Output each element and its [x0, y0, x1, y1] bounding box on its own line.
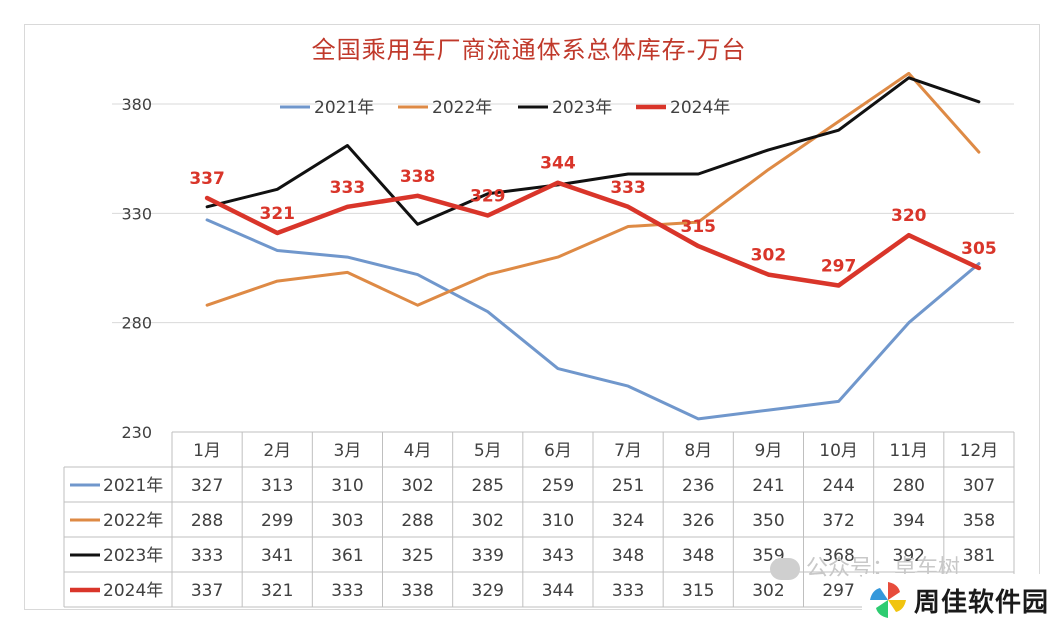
table-cell: 324	[612, 511, 644, 531]
table-cell: 310	[542, 511, 574, 531]
brand-badge: 周佳软件园	[862, 574, 1058, 622]
table-cell: 341	[261, 546, 293, 566]
table-cell: 333	[191, 546, 223, 566]
table-cell: 303	[331, 511, 363, 531]
pinwheel-logo-icon	[870, 582, 906, 618]
table-cell: 350	[752, 511, 784, 531]
table-cell: 259	[542, 476, 574, 496]
table-cell: 288	[191, 511, 223, 531]
y-tick-label: 280	[121, 314, 152, 333]
table-row-label: 2022年	[103, 511, 163, 531]
brand-name: 周佳软件园	[914, 588, 1050, 618]
chart-frame	[24, 24, 1040, 610]
legend-label: 2022年	[432, 98, 492, 118]
table-cell: 338	[401, 581, 433, 601]
table-cell: 299	[261, 511, 293, 531]
x-tick-label: 3月	[334, 441, 362, 461]
table-cell: 344	[542, 581, 574, 601]
table-cell: 236	[682, 476, 714, 496]
data-label: 315	[681, 217, 717, 237]
y-tick-label: 380	[121, 95, 152, 114]
table-cell: 302	[472, 511, 504, 531]
series-line	[204, 180, 982, 288]
y-tick-label: 330	[121, 204, 152, 223]
table-row-label: 2021年	[103, 476, 163, 496]
table-cell: 297	[822, 581, 854, 601]
data-label: 297	[821, 256, 857, 276]
table-cell: 372	[822, 511, 854, 531]
table-cell: 394	[893, 511, 925, 531]
table-row-label: 2024年	[103, 581, 163, 601]
table-cell: 307	[963, 476, 995, 496]
x-tick-label: 12月	[960, 441, 999, 461]
legend-label: 2023年	[552, 98, 612, 118]
table-cell: 337	[191, 581, 223, 601]
data-label: 344	[540, 154, 576, 174]
x-tick-label: 7月	[614, 441, 642, 461]
data-label: 305	[961, 239, 997, 259]
legend-label: 2021年	[314, 98, 374, 118]
table-cell: 361	[331, 546, 363, 566]
data-label: 333	[330, 178, 366, 198]
table-cell: 325	[401, 546, 433, 566]
table-cell: 381	[963, 546, 995, 566]
x-tick-label: 6月	[544, 441, 572, 461]
x-tick-label: 5月	[474, 441, 502, 461]
table-cell: 329	[472, 581, 504, 601]
series-line	[205, 71, 981, 307]
table-cell: 285	[472, 476, 504, 496]
table-cell: 280	[893, 476, 925, 496]
data-label: 320	[891, 206, 927, 226]
table-cell: 339	[472, 546, 504, 566]
table-cell: 241	[752, 476, 784, 496]
x-tick-label: 11月	[889, 441, 928, 461]
table-cell: 348	[682, 546, 714, 566]
x-tick-label: 1月	[193, 441, 221, 461]
table-cell: 333	[612, 581, 644, 601]
x-tick-label: 10月	[819, 441, 858, 461]
table-cell: 310	[331, 476, 363, 496]
data-label: 329	[470, 187, 506, 207]
wechat-icon	[770, 558, 800, 580]
x-tick-label: 9月	[755, 441, 783, 461]
table-cell: 326	[682, 511, 714, 531]
table-cell: 358	[963, 511, 995, 531]
table-cell: 313	[261, 476, 293, 496]
table-cell: 343	[542, 546, 574, 566]
x-tick-label: 2月	[263, 441, 291, 461]
table-row-label: 2023年	[103, 546, 163, 566]
data-label: 338	[400, 167, 436, 187]
table-cell: 333	[331, 581, 363, 601]
table-cell: 244	[822, 476, 854, 496]
table-cell: 302	[401, 476, 433, 496]
data-label: 302	[751, 246, 787, 266]
table-cell: 302	[752, 581, 784, 601]
data-label: 337	[189, 169, 225, 189]
x-tick-label: 4月	[404, 441, 432, 461]
y-tick-label: 230	[121, 423, 152, 442]
table-cell: 368	[822, 546, 854, 566]
table-cell: 315	[682, 581, 714, 601]
table-cell: 288	[401, 511, 433, 531]
data-label: 321	[260, 204, 296, 224]
data-label: 333	[610, 178, 646, 198]
table-cell: 321	[261, 581, 293, 601]
series-line	[205, 218, 981, 421]
legend-label: 2024年	[670, 98, 730, 118]
table-cell: 348	[612, 546, 644, 566]
chart-title: 全国乘用车厂商流通体系总体库存-万台	[311, 36, 747, 64]
table-cell: 251	[612, 476, 644, 496]
table-cell: 392	[893, 546, 925, 566]
x-tick-label: 8月	[684, 441, 712, 461]
series-line	[205, 76, 981, 226]
table-cell: 327	[191, 476, 223, 496]
